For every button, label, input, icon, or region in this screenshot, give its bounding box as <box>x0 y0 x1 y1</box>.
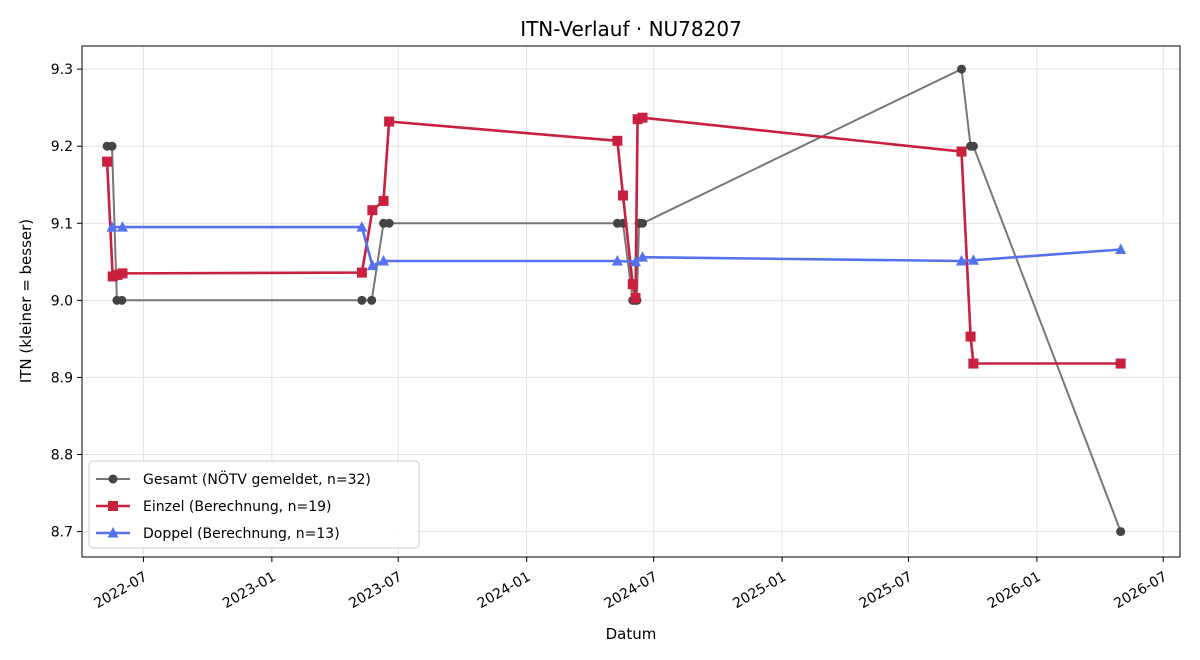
x-tick-label: 2023-01 <box>220 569 279 612</box>
legend-marker-doppel <box>107 527 119 538</box>
x-tick-label: 2025-01 <box>730 569 789 612</box>
data-point-gesamt <box>367 295 377 305</box>
data-point-doppel <box>106 221 118 232</box>
data-point-einzel <box>356 267 367 278</box>
data-point-gesamt <box>384 218 394 228</box>
y-tick-label: 9.3 <box>51 62 73 78</box>
legend-box <box>88 460 420 549</box>
series-layer <box>102 64 1127 537</box>
data-point-doppel <box>611 255 623 266</box>
data-point-einzel <box>630 293 641 304</box>
data-point-einzel <box>627 279 638 290</box>
data-point-doppel <box>356 221 368 232</box>
data-point-gesamt <box>1116 527 1126 537</box>
x-axis: 2022-07 2023-01 2023-07 2024-01 2024-07 2025-… <box>92 557 1170 612</box>
data-point-einzel <box>117 268 128 279</box>
data-point-doppel <box>956 255 968 266</box>
data-point-einzel <box>384 116 395 127</box>
legend: Gesamt (NÖTV gemeldet, n=32) Einzel (Bere… <box>88 460 420 549</box>
y-tick-label: 9.1 <box>51 216 73 232</box>
data-point-gesamt <box>357 295 367 305</box>
data-point-doppel <box>116 221 128 232</box>
y-tick-label: 9.2 <box>51 139 73 155</box>
y-tick-label: 8.8 <box>51 447 73 463</box>
x-tick-label: 2026-01 <box>985 569 1044 612</box>
data-point-einzel <box>956 146 967 157</box>
series-doppel <box>106 221 1127 271</box>
y-axis: 8.7 8.8 8.9 9.0 9.1 9.2 9.3 <box>51 62 82 541</box>
data-point-doppel <box>630 255 642 267</box>
x-tick-label: 2023-07 <box>346 569 405 612</box>
data-point-einzel <box>367 205 378 216</box>
data-point-gesamt <box>957 64 967 74</box>
y-tick-label: 8.9 <box>51 370 73 386</box>
legend-marker-gesamt <box>108 474 118 484</box>
data-point-doppel <box>378 255 390 266</box>
data-point-gesamt <box>117 295 127 305</box>
plot-frame <box>81 45 1181 558</box>
chart-title: ITN-Verlauf · NU78207 <box>520 17 742 41</box>
data-point-doppel <box>366 259 378 271</box>
data-point-einzel <box>378 195 389 206</box>
x-axis-label: Datum <box>606 625 657 643</box>
y-tick-label: 9.0 <box>51 293 73 309</box>
x-tick-label: 2024-01 <box>475 569 534 612</box>
series-line-einzel <box>105 116 1121 365</box>
data-point-gesamt <box>107 141 117 151</box>
x-tick-label: 2026-07 <box>1111 569 1170 612</box>
y-tick-label: 8.7 <box>51 525 73 541</box>
data-point-einzel <box>617 190 628 201</box>
x-tick-label: 2024-07 <box>602 569 661 612</box>
data-point-gesamt <box>968 141 978 151</box>
data-point-einzel <box>968 358 979 369</box>
x-tick-label: 2022-07 <box>92 569 151 612</box>
legend-label-doppel: Doppel (Berechnung, n=13) <box>143 526 340 542</box>
x-tick-label: 2025-07 <box>857 569 916 612</box>
data-point-doppel <box>637 251 649 262</box>
legend-label-gesamt: Gesamt (NÖTV gemeldet, n=32) <box>143 470 371 488</box>
data-point-doppel <box>967 254 979 265</box>
data-point-doppel <box>1115 243 1127 254</box>
legend-label-einzel: Einzel (Berechnung, n=19) <box>143 499 332 515</box>
data-point-einzel <box>1115 358 1126 369</box>
data-point-einzel <box>102 156 113 167</box>
data-point-einzel <box>612 135 623 146</box>
y-axis-label: ITN (kleiner = besser) <box>17 219 35 383</box>
data-point-einzel <box>637 112 648 123</box>
data-point-gesamt <box>638 218 648 228</box>
series-einzel <box>102 112 1126 369</box>
legend-marker-einzel <box>108 501 118 511</box>
data-point-einzel <box>965 331 976 342</box>
